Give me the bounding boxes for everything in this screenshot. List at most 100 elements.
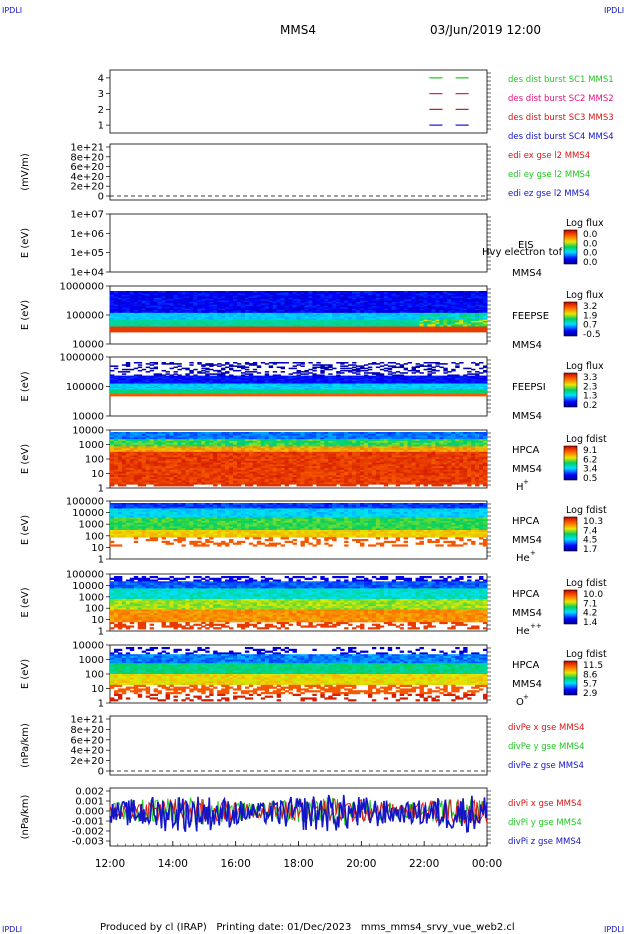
spectrogram-cell bbox=[245, 371, 249, 373]
spectrogram-cell bbox=[388, 371, 392, 373]
spectrogram-cell bbox=[253, 364, 257, 366]
spectrogram-cell bbox=[110, 395, 114, 397]
spectrogram-cell bbox=[293, 365, 297, 367]
spectrogram-cell bbox=[304, 371, 308, 373]
spectrogram-cell bbox=[138, 331, 142, 333]
spectrogram-cell bbox=[356, 331, 360, 333]
spectrogram-cell bbox=[427, 395, 431, 397]
spectrogram-cell bbox=[328, 369, 332, 371]
spectrogram-cell bbox=[265, 331, 269, 333]
spectrogram-cell bbox=[352, 367, 356, 369]
spectrogram-cell bbox=[348, 395, 352, 397]
spectrogram-cell bbox=[356, 371, 360, 373]
spectrogram-cell bbox=[277, 362, 281, 364]
spectrogram-cell bbox=[332, 395, 336, 397]
panel-frame bbox=[110, 70, 487, 133]
colorbar-title: Log flux bbox=[566, 218, 604, 229]
spectrogram-cell bbox=[427, 371, 431, 373]
spectrogram-cell bbox=[424, 331, 428, 333]
spectrogram-cell bbox=[217, 395, 221, 397]
spectrogram-cell bbox=[126, 369, 130, 371]
spectrogram-cell bbox=[217, 365, 221, 367]
spectrogram-cell bbox=[110, 331, 114, 333]
y-axis-label: E (eV) bbox=[20, 300, 31, 330]
spectrogram-cell bbox=[277, 367, 281, 369]
spectrogram-cell bbox=[189, 395, 193, 397]
spectrogram-cell bbox=[459, 331, 463, 333]
spectrogram-cell bbox=[189, 372, 193, 374]
instrument-label: FEEPSE bbox=[512, 311, 549, 322]
colorbar-title: Log flux bbox=[566, 290, 604, 301]
spectrogram-cell bbox=[400, 331, 404, 333]
spectrogram-cell bbox=[150, 364, 154, 366]
spectrogram-cell bbox=[328, 331, 332, 333]
spectrogram-cell bbox=[205, 369, 209, 371]
spectrogram-cell bbox=[308, 395, 312, 397]
spectrogram-cell bbox=[443, 331, 447, 333]
spectrogram-cell bbox=[150, 362, 154, 364]
spectrogram-cell bbox=[166, 331, 170, 333]
spectrogram-cell bbox=[130, 369, 134, 371]
colorbar-tick-label: 0.0 bbox=[583, 258, 598, 268]
spectrogram-cell bbox=[344, 368, 348, 370]
spectrogram-cell bbox=[471, 331, 475, 333]
spectrogram-cell bbox=[400, 372, 404, 374]
spectrogram-cell bbox=[344, 362, 348, 364]
spectrogram-cell bbox=[245, 331, 249, 333]
spectrogram-cell bbox=[388, 362, 392, 364]
spectrogram-cell bbox=[277, 395, 281, 397]
spectrogram-cell bbox=[134, 331, 138, 333]
y-tick-label: 6e+20 bbox=[70, 162, 104, 173]
spectrogram-cell bbox=[376, 331, 380, 333]
logo-left-top: IPDLI bbox=[2, 6, 22, 15]
spectrogram-cell bbox=[392, 367, 396, 369]
spectrogram-cell bbox=[328, 367, 332, 369]
spectrogram-cell bbox=[193, 369, 197, 371]
spectrogram-cell bbox=[213, 331, 217, 333]
spectrogram-cell bbox=[392, 331, 396, 333]
spectrogram-cell bbox=[356, 395, 360, 397]
spectrogram-cell bbox=[269, 367, 273, 369]
spectrogram-cell bbox=[388, 369, 392, 371]
spectrogram-cell bbox=[384, 395, 388, 397]
spectrogram-cell bbox=[416, 331, 420, 333]
product-label: Hvy electron tof bbox=[482, 247, 563, 258]
spectrogram bbox=[110, 362, 487, 396]
spectrogram-cell bbox=[364, 370, 368, 372]
spectrogram-cell bbox=[324, 395, 328, 397]
spectrogram-cell bbox=[404, 331, 408, 333]
spectrogram-cell bbox=[312, 364, 316, 366]
spectrogram-cell bbox=[312, 370, 316, 372]
y-axis-label: (mV/m) bbox=[20, 153, 31, 191]
spectrogram-cell bbox=[237, 370, 241, 372]
spectrogram-cell bbox=[427, 369, 431, 371]
spectrogram-cell bbox=[126, 371, 130, 373]
spectrogram-cell bbox=[308, 372, 312, 374]
spectrogram-cell bbox=[185, 369, 189, 371]
spectrogram-cell bbox=[392, 372, 396, 374]
spectrogram-cell bbox=[257, 395, 261, 397]
spectrogram-cell bbox=[463, 395, 467, 397]
spectrogram-cell bbox=[392, 362, 396, 364]
spacecraft-label: MMS4 bbox=[512, 340, 542, 351]
spectrogram-cell bbox=[237, 367, 241, 369]
spectrogram-cell bbox=[209, 395, 213, 397]
spectrogram-cell bbox=[173, 395, 177, 397]
spectrogram-cell bbox=[320, 395, 324, 397]
spectrogram-cell bbox=[451, 331, 455, 333]
spectrogram-cell bbox=[114, 331, 118, 333]
spectrogram-cell bbox=[201, 331, 205, 333]
spectrogram-cell bbox=[114, 395, 118, 397]
spectrogram-cell bbox=[237, 331, 241, 333]
spectrogram-cell bbox=[201, 365, 205, 367]
spectrogram-cell bbox=[455, 331, 459, 333]
spectrogram-cell bbox=[225, 372, 229, 374]
spectrogram-cell bbox=[162, 331, 166, 333]
spectrogram-cell bbox=[459, 395, 463, 397]
spectrogram-cell bbox=[416, 363, 420, 365]
spectrogram-cell bbox=[118, 371, 122, 373]
spectrogram-cell bbox=[368, 395, 372, 397]
spectrogram-cell bbox=[225, 395, 229, 397]
spectrogram-cell bbox=[154, 368, 158, 370]
spectrogram-cell bbox=[400, 395, 404, 397]
